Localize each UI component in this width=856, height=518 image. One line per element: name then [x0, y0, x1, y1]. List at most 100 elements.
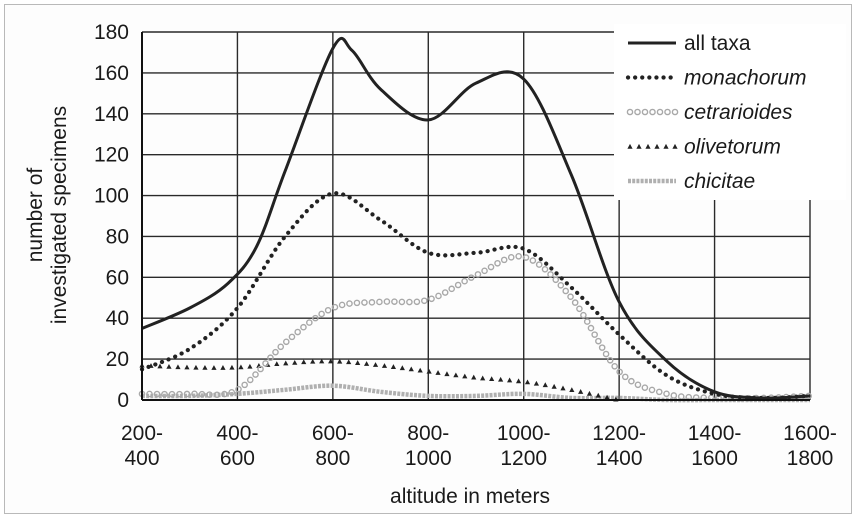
y-axis-title-line-2: investigated specimens: [48, 106, 71, 324]
line-marker: [183, 390, 191, 398]
line-marker: [670, 392, 678, 399]
line-marker: [580, 311, 587, 319]
series-monachorum: [139, 191, 813, 401]
line-marker: [461, 277, 468, 285]
line-marker: [246, 376, 254, 384]
line-marker: [383, 298, 391, 305]
legend-swatch-marker: [636, 143, 642, 149]
x-tick-label: 1400-1600: [688, 422, 742, 470]
line-marker: [283, 360, 289, 366]
line-marker: [301, 359, 307, 365]
line-marker: [213, 391, 221, 399]
legend-swatch-marker: [654, 143, 660, 149]
legend-label: monachorum: [684, 67, 807, 90]
x-tick-label-line-2: 1200: [500, 447, 547, 470]
line-marker: [569, 387, 575, 393]
legend-swatch-marker: [626, 108, 634, 116]
line-marker: [168, 390, 176, 398]
line-marker: [498, 376, 504, 382]
line-marker: [241, 381, 248, 389]
x-tick-label-line-1: 200-: [121, 422, 163, 445]
y-tick-label: 120: [94, 144, 129, 167]
line-marker: [606, 356, 614, 364]
line-marker: [346, 300, 353, 307]
x-tick-label-line-1: 1200-: [592, 422, 646, 445]
legend-label: chicitae: [684, 170, 755, 193]
y-axis-title-line-1: number of: [24, 168, 47, 263]
line-marker: [338, 301, 346, 309]
line-marker: [391, 298, 398, 305]
legend-swatch-marker: [634, 108, 641, 116]
line-marker: [480, 375, 486, 381]
line-marker: [184, 364, 190, 370]
line-marker: [524, 379, 531, 385]
legend-swatch-marker: [672, 143, 678, 149]
line-marker: [406, 298, 413, 306]
y-tick-label: 40: [106, 307, 129, 330]
y-tick-label: 60: [106, 266, 129, 289]
line-marker: [533, 380, 540, 386]
line-marker: [616, 368, 623, 376]
legend-label: olivetorum: [684, 136, 781, 159]
line-marker: [220, 365, 226, 370]
line-marker: [288, 333, 296, 341]
line-marker: [487, 263, 495, 271]
x-tick-label: 200-400: [121, 422, 163, 470]
line-marker: [641, 384, 649, 391]
line-marker: [328, 358, 334, 364]
line-marker: [576, 305, 583, 313]
line-marker: [500, 256, 508, 264]
line-marker: [507, 254, 515, 261]
line-marker: [300, 323, 307, 331]
x-tick-label-line-1: 800-: [407, 422, 449, 445]
x-axis-title: altitude in meters: [390, 485, 550, 508]
y-tick-label: 80: [106, 225, 129, 248]
line-marker: [489, 376, 495, 382]
line-marker: [471, 374, 477, 380]
line-marker: [157, 363, 163, 369]
x-tick-label-line-2: 800: [315, 447, 350, 470]
line-marker: [206, 391, 213, 398]
line-marker: [363, 361, 370, 366]
x-tick-label-line-2: 1600: [691, 447, 738, 470]
line-marker: [319, 358, 325, 364]
line-marker: [413, 298, 421, 306]
line-marker: [494, 259, 501, 267]
x-tick-label-line-1: 400-: [216, 422, 258, 445]
legend-background: [614, 24, 846, 200]
line-marker: [515, 252, 522, 260]
legend-swatch-marker: [627, 143, 633, 149]
line-marker: [562, 287, 570, 295]
line-marker: [166, 363, 172, 369]
line-marker: [421, 297, 428, 305]
line-marker: [541, 265, 549, 273]
line-marker: [552, 276, 560, 284]
line-marker: [454, 281, 462, 289]
line-marker: [252, 371, 259, 378]
line-marker: [175, 364, 181, 370]
legend-swatch-marker: [641, 108, 649, 116]
x-tick-label-line-1: 1400-: [688, 422, 742, 445]
line-marker: [267, 354, 274, 362]
line-marker: [428, 295, 435, 303]
line-marker: [595, 392, 601, 398]
line-marker: [648, 386, 656, 394]
line-marker: [235, 385, 242, 393]
line-marker: [306, 319, 313, 326]
line-marker: [312, 314, 319, 322]
line-marker: [238, 364, 244, 370]
x-tick-label-line-2: 600: [220, 447, 255, 470]
line-marker: [515, 378, 522, 384]
line-marker: [193, 364, 199, 370]
line-marker: [146, 390, 153, 398]
line-marker: [453, 372, 459, 378]
line-marker: [372, 362, 379, 367]
series-cetrarioides: [138, 252, 812, 402]
line-marker: [481, 267, 488, 275]
line-marker: [448, 285, 455, 293]
line-marker: [310, 358, 316, 364]
line-marker: [663, 390, 670, 398]
line-marker: [381, 363, 388, 368]
line-marker: [462, 373, 468, 379]
line-marker: [176, 390, 183, 398]
